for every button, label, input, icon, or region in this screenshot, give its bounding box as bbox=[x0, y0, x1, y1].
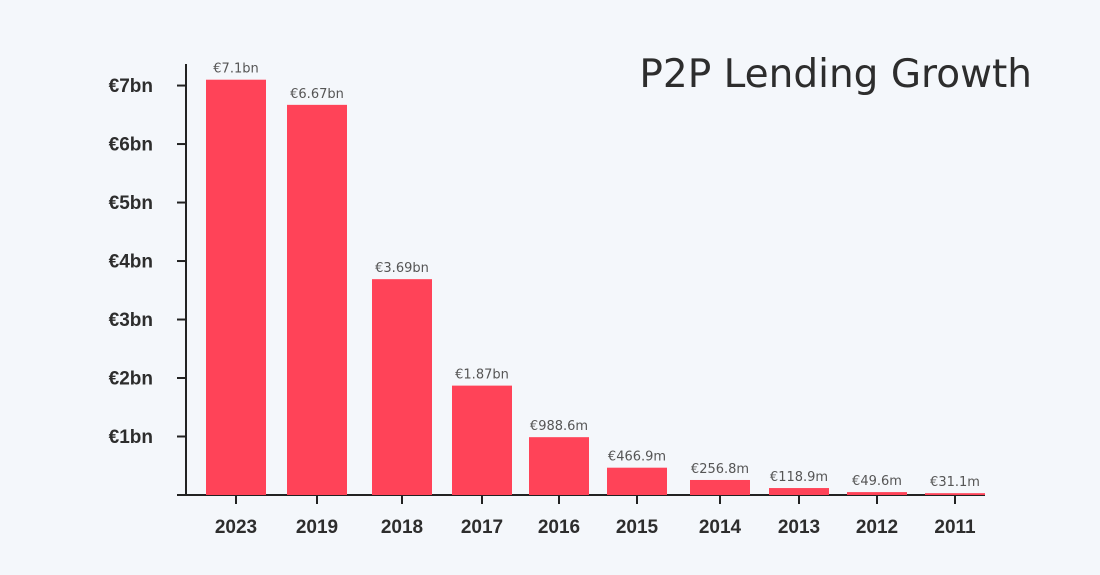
y-tick-label: €5bn bbox=[109, 193, 153, 214]
data-label: €466.9m bbox=[608, 450, 666, 465]
bar bbox=[206, 79, 266, 495]
data-label: €6.67bn bbox=[290, 87, 344, 102]
x-tick-label: 2019 bbox=[296, 517, 338, 538]
bar bbox=[372, 279, 432, 495]
x-tick-label: 2013 bbox=[778, 517, 820, 538]
x-tick-label: 2017 bbox=[461, 517, 503, 538]
x-tick-label: 2015 bbox=[616, 517, 659, 538]
x-tick-label: 2014 bbox=[699, 517, 742, 538]
y-tick-label: €6bn bbox=[109, 135, 153, 156]
data-label: €256.8m bbox=[691, 462, 749, 477]
data-label: €988.6m bbox=[530, 419, 588, 434]
data-label: €118.9m bbox=[770, 470, 828, 485]
data-label: €7.1bn bbox=[213, 62, 258, 77]
data-label: €1.87bn bbox=[455, 368, 509, 383]
x-tick-label: 2012 bbox=[856, 517, 898, 538]
bar bbox=[452, 385, 512, 495]
y-tick-label: €4bn bbox=[109, 252, 153, 273]
bar bbox=[607, 467, 667, 495]
y-tick-label: €3bn bbox=[109, 310, 153, 331]
y-tick-label: €1bn bbox=[109, 427, 153, 448]
bar bbox=[769, 488, 829, 495]
data-label: €3.69bn bbox=[375, 261, 429, 276]
chart-title: P2P Lending Growth bbox=[639, 52, 1032, 97]
x-tick-label: 2018 bbox=[381, 517, 423, 538]
bar bbox=[529, 437, 589, 495]
data-label: €49.6m bbox=[852, 474, 902, 489]
bar bbox=[287, 104, 347, 496]
x-tick-label: 2023 bbox=[215, 517, 257, 538]
bar bbox=[690, 479, 750, 495]
y-tick-label: €7bn bbox=[109, 76, 153, 97]
x-tick-label: 2016 bbox=[538, 517, 580, 538]
data-label: €31.1m bbox=[930, 475, 980, 490]
x-tick-label: 2011 bbox=[934, 517, 976, 538]
y-tick-label: €2bn bbox=[109, 369, 153, 390]
bar bbox=[847, 492, 907, 495]
bar bbox=[925, 493, 985, 495]
